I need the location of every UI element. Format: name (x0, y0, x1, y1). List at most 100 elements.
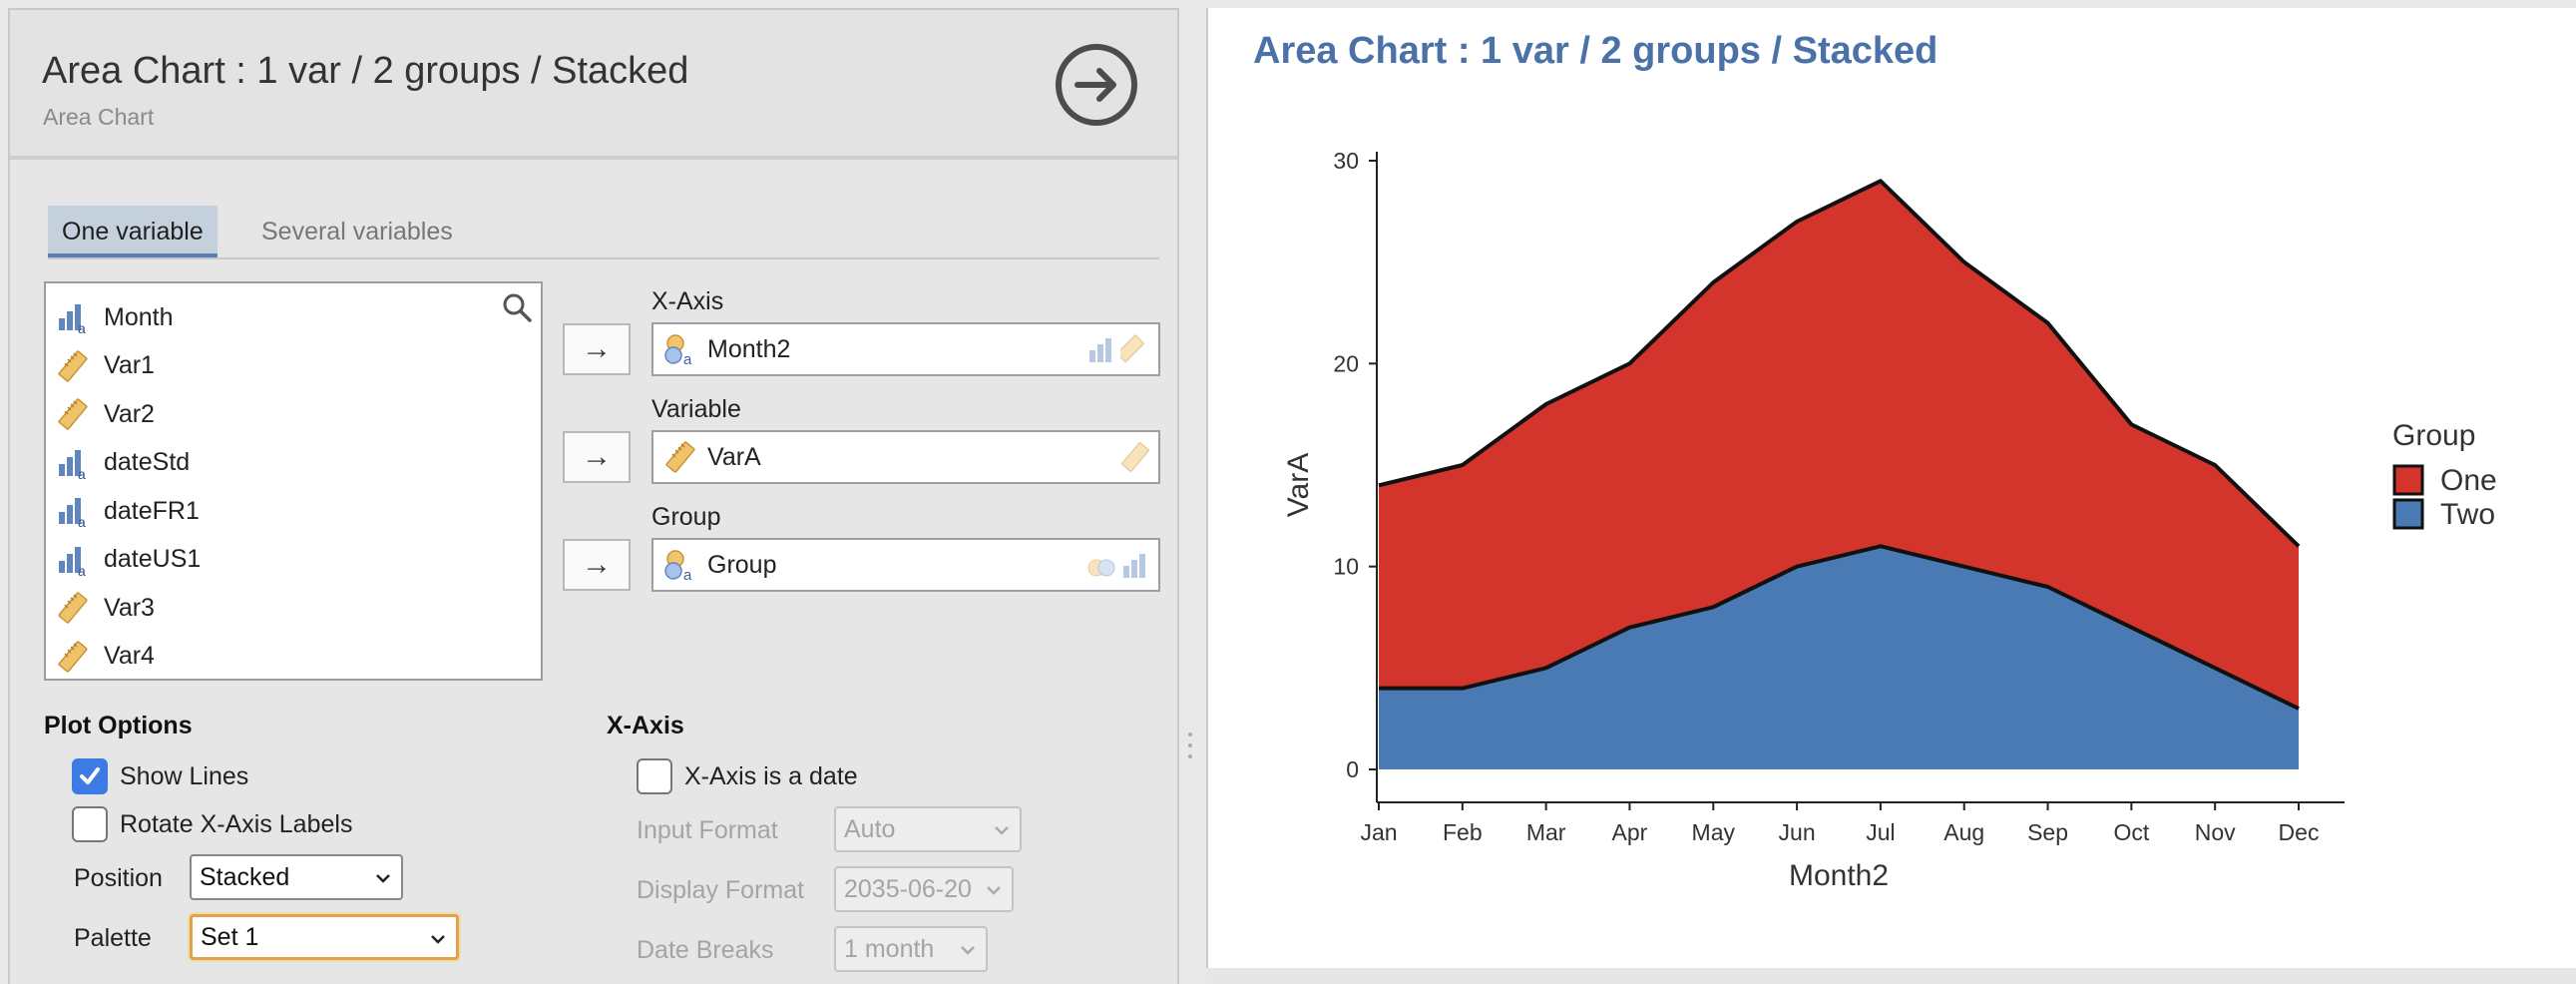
move-to-variable-button[interactable]: → (563, 431, 631, 483)
variable-name: dateUS1 (104, 545, 202, 573)
legend-title: Group (2392, 419, 2475, 452)
y-tick-label: 0 (1346, 756, 1359, 782)
xaxis-target-box[interactable]: a Month2 (651, 322, 1160, 376)
variable-name: Var3 (104, 593, 155, 622)
plot-options-heading: Plot Options (44, 712, 193, 739)
x-tick-label: May (1692, 819, 1736, 845)
palette-label: Palette (74, 924, 152, 952)
variable-target-box[interactable]: VarA (651, 430, 1160, 484)
variable-list[interactable]: a Month Var1 Var2 a dateStd a dateFR1 a dateUS1 Va… (44, 281, 543, 681)
search-icon[interactable] (501, 291, 533, 323)
x-tick-label: Feb (1443, 819, 1483, 845)
move-to-group-button[interactable]: → (563, 539, 631, 591)
ruler-icon (56, 397, 90, 431)
tab-bar: One variable Several variables (48, 206, 1159, 259)
variable-list-item[interactable]: Var3 (56, 588, 155, 628)
xaxis-target-value: Month2 (707, 334, 791, 363)
date-breaks-value: 1 month (844, 934, 935, 963)
xaxis-options-heading: X-Axis (607, 712, 684, 739)
bar-chart-icon (1089, 338, 1111, 362)
xaxis-is-date-label: X-Axis is a date (684, 761, 858, 790)
run-arrow-button[interactable] (1056, 44, 1137, 126)
nominal-bars-icon: a (56, 446, 90, 480)
variable-name: Month (104, 302, 174, 331)
group-target-label: Group (651, 503, 721, 531)
tab-one-variable[interactable]: One variable (48, 206, 217, 257)
y-tick-label: 20 (1333, 350, 1359, 376)
svg-text:a: a (78, 320, 86, 334)
variable-name: dateFR1 (104, 496, 200, 525)
y-tick-label: 30 (1333, 148, 1359, 174)
bar-chart-icon (1123, 554, 1145, 578)
variable-list-item[interactable]: Var1 (56, 346, 155, 386)
xaxis-is-date-checkbox[interactable] (637, 758, 672, 794)
input-format-label: Input Format (637, 816, 778, 844)
chevron-down-icon (995, 826, 1009, 835)
variable-name: Var1 (104, 351, 155, 379)
options-panel: Area Chart : 1 var / 2 groups / Stacked … (8, 8, 1179, 984)
ruler-icon (1120, 334, 1144, 363)
nominal-circles-icon: a (663, 332, 697, 366)
svg-text:a: a (683, 567, 692, 582)
xaxis-is-date-option[interactable]: X-Axis is a date (637, 758, 858, 794)
svg-text:a: a (683, 351, 692, 366)
position-label: Position (74, 864, 163, 892)
nominal-bars-icon: a (56, 543, 90, 577)
y-axis-title: VarA (1282, 453, 1315, 517)
tab-several-variables[interactable]: Several variables (261, 218, 453, 246)
chevron-down-icon (987, 886, 1001, 895)
show-lines-checkbox[interactable] (72, 758, 108, 794)
variable-list-item[interactable]: a Month (56, 297, 173, 337)
variable-list-item[interactable]: a dateFR1 (56, 491, 200, 531)
svg-text:a: a (78, 514, 86, 528)
move-to-xaxis-button[interactable]: → (563, 323, 631, 375)
analysis-subtitle: Area Chart (43, 104, 155, 130)
nominal-circles-icon (1087, 559, 1115, 577)
show-lines-label: Show Lines (120, 761, 249, 790)
display-format-select[interactable]: 2035-06-20 (834, 866, 1014, 912)
x-tick-label: Aug (1943, 819, 1984, 845)
palette-select[interactable]: Set 1 (190, 914, 459, 960)
rotate-labels-option[interactable]: Rotate X-Axis Labels (72, 806, 352, 842)
variable-list-item[interactable]: Var2 (56, 394, 155, 434)
ruler-icon (56, 640, 90, 674)
checkmark-icon (80, 767, 100, 784)
rotate-labels-checkbox[interactable] (72, 806, 108, 842)
xaxis-target-label: X-Axis (651, 287, 724, 315)
variable-name: Var4 (104, 642, 155, 670)
analysis-title: Area Chart : 1 var / 2 groups / Stacked (42, 50, 689, 92)
group-target-value: Group (707, 550, 777, 579)
series-line-one (1378, 179, 2301, 548)
chevron-down-icon (431, 935, 445, 944)
results-title: Area Chart : 1 var / 2 groups / Stacked (1253, 30, 1938, 72)
x-tick-label: Mar (1526, 819, 1566, 845)
palette-value: Set 1 (201, 922, 259, 951)
nominal-bars-icon: a (56, 300, 90, 334)
nominal-circles-icon: a (663, 548, 697, 582)
input-format-select[interactable]: Auto (834, 806, 1022, 852)
display-format-value: 2035-06-20 (844, 874, 972, 903)
legend-swatch-one (2392, 464, 2424, 496)
x-tick-label: Jun (1779, 819, 1816, 845)
series-line-two (1379, 544, 2300, 711)
analysis-header: Area Chart : 1 var / 2 groups / Stacked … (10, 10, 1177, 160)
arrow-right-icon (1074, 68, 1116, 102)
panel-splitter-handle[interactable] (1187, 731, 1193, 760)
x-tick-label: Sep (2027, 819, 2068, 845)
rotate-labels-label: Rotate X-Axis Labels (120, 809, 353, 838)
date-breaks-select[interactable]: 1 month (834, 926, 988, 972)
variable-list-item[interactable]: Var4 (56, 637, 155, 677)
position-select[interactable]: Stacked (190, 854, 403, 900)
ruler-icon (663, 440, 697, 474)
display-format-label: Display Format (637, 876, 805, 904)
variable-name: Var2 (104, 399, 155, 428)
x-tick-label: Nov (2195, 819, 2236, 845)
x-axis-title: Month2 (1789, 859, 1889, 892)
x-tick-label: Apr (1612, 819, 1648, 845)
ruler-icon (56, 349, 90, 383)
variable-list-item[interactable]: a dateUS1 (56, 540, 201, 580)
group-target-box[interactable]: a Group (651, 538, 1160, 592)
show-lines-option[interactable]: Show Lines (72, 758, 248, 794)
ruler-icon (1121, 442, 1149, 472)
variable-list-item[interactable]: a dateStd (56, 443, 190, 483)
